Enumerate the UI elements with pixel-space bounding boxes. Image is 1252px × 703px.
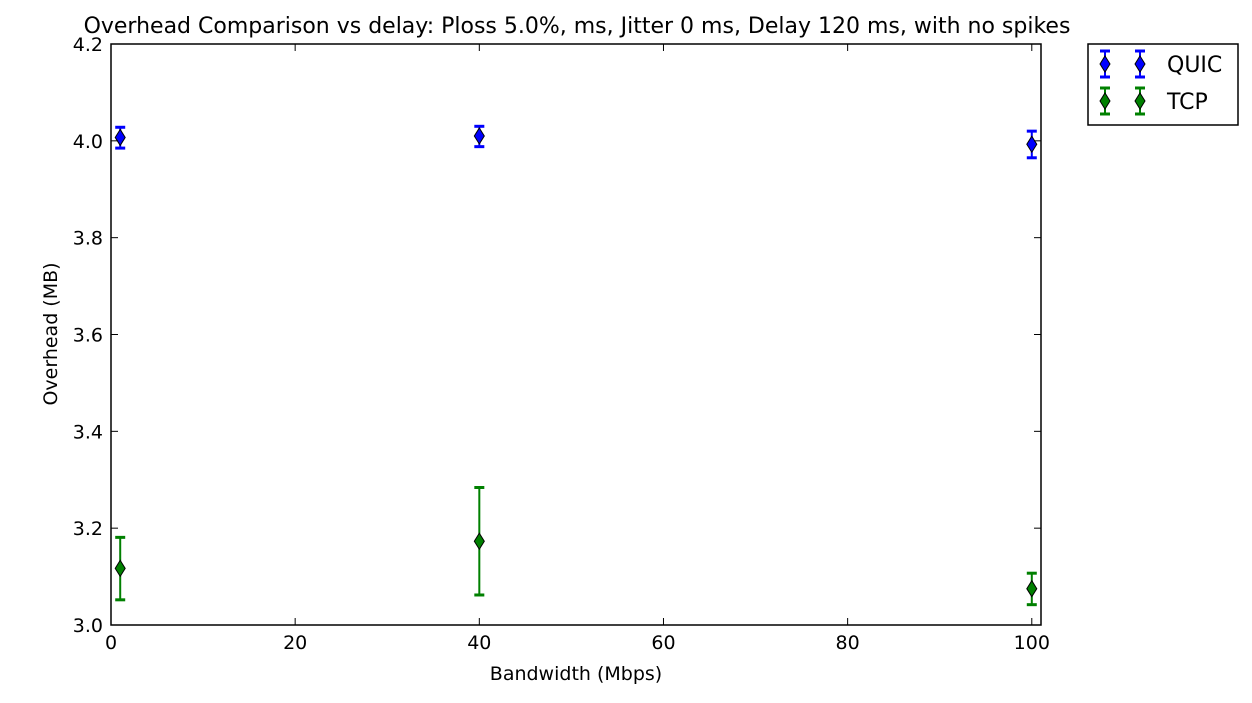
legend-box — [1087, 43, 1239, 126]
y-tick-label: 4.0 — [73, 131, 103, 153]
tcp-point — [1026, 579, 1038, 598]
plot-frame — [110, 43, 1042, 626]
x-tick-label: 60 — [651, 632, 675, 654]
quic-point — [1026, 135, 1038, 154]
y-tick-label: 3.0 — [73, 615, 103, 637]
tcp-point — [114, 559, 126, 578]
legend-quic-marker — [1099, 55, 1111, 73]
quic-point — [114, 128, 126, 147]
x-tick-label: 20 — [283, 632, 307, 654]
quic-point — [473, 127, 485, 145]
x-tick-label: 100 — [1014, 632, 1050, 654]
x-axis-label: Bandwidth (Mbps) — [490, 663, 662, 685]
y-tick-label: 3.8 — [73, 228, 103, 250]
y-tick-label: 3.2 — [73, 518, 103, 540]
plot-area — [114, 124, 1038, 607]
x-tick-label: 0 — [105, 632, 117, 654]
legend-quic-label: QUIC — [1167, 53, 1222, 78]
y-tick-label: 3.4 — [73, 421, 103, 443]
legend: QUIC TCP — [1087, 43, 1239, 126]
axis-ticks: 0 20 40 60 80 100 3.0 3.2 3.4 3.6 3.8 4.0 4.2 — [73, 34, 1050, 654]
x-tick-label: 40 — [467, 632, 491, 654]
legend-tcp-marker — [1099, 92, 1111, 110]
y-axis-label: Overhead (MB) — [40, 262, 62, 405]
legend-tcp-label: TCP — [1166, 90, 1208, 115]
y-tick-label: 3.6 — [73, 325, 103, 347]
legend-quic-marker — [1134, 55, 1146, 73]
y-tick-label: 4.2 — [73, 34, 103, 56]
x-tick-label: 80 — [836, 632, 860, 654]
legend-tcp-marker — [1134, 92, 1146, 110]
chart-title: Overhead Comparison vs delay: Ploss 5.0%… — [84, 14, 1071, 39]
tcp-point — [473, 532, 485, 551]
